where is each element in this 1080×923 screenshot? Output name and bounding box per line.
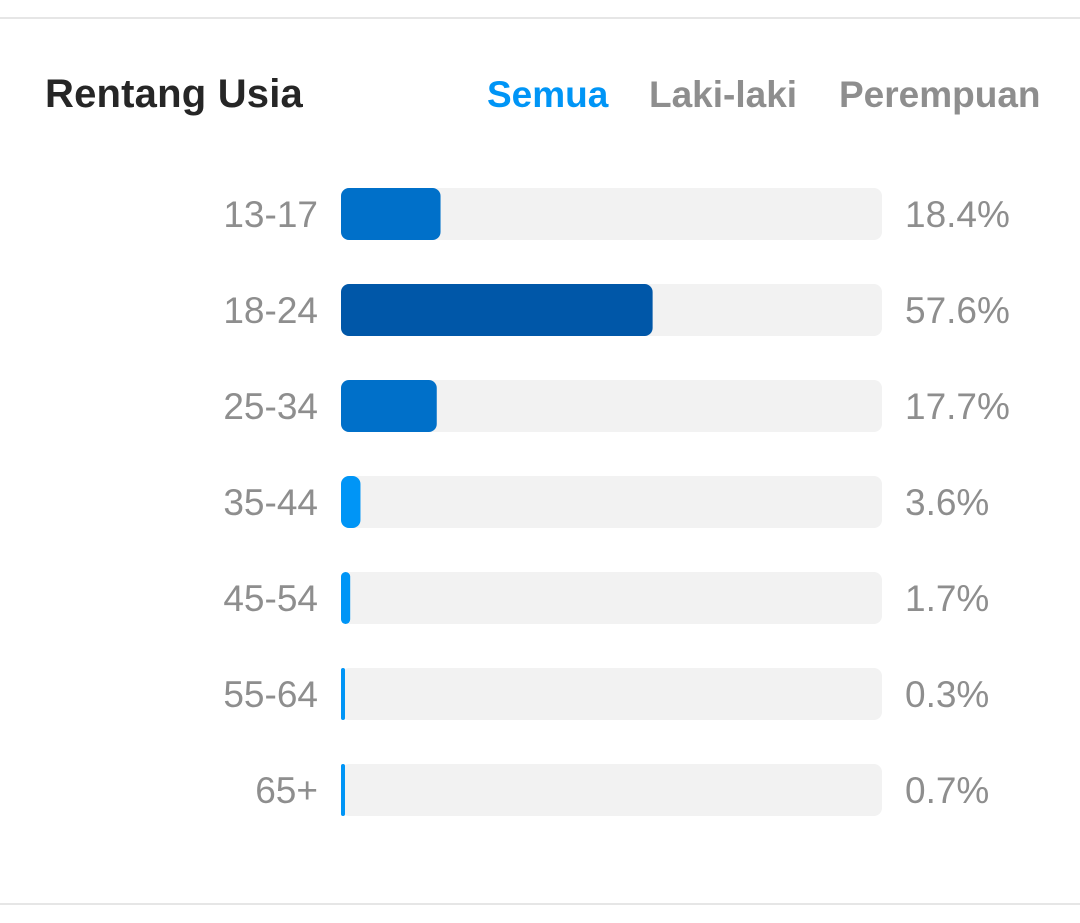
age-range-chart: 13-17 18.4% 18-24 57.6% 25-34 17.7% 35-44 3.6% 4… [223, 188, 1010, 816]
bar-row: 65+ 0.7% [255, 764, 989, 816]
value-label: 18.4% [905, 194, 1010, 235]
top-divider [0, 17, 1080, 19]
bar-row: 55-64 0.3% [223, 668, 989, 720]
bar-track [341, 764, 882, 816]
category-label: 55-64 [223, 674, 318, 715]
tab-female[interactable]: Perempuan [839, 74, 1041, 115]
bar-track [341, 668, 882, 720]
bar [341, 380, 437, 432]
category-label: 45-54 [223, 578, 318, 619]
section-title: Rentang Usia [45, 72, 304, 116]
tab-all[interactable]: Semua [487, 74, 609, 115]
bar [341, 764, 345, 816]
bar-track [341, 188, 882, 240]
bar-row: 18-24 57.6% [223, 284, 1010, 336]
value-label: 17.7% [905, 386, 1010, 427]
bar-track [341, 380, 882, 432]
category-label: 18-24 [223, 290, 318, 331]
bar-row: 13-17 18.4% [223, 188, 1010, 240]
bar-track [341, 572, 882, 624]
bar-row: 45-54 1.7% [223, 572, 989, 624]
bottom-divider [0, 903, 1080, 905]
bar [341, 572, 351, 624]
category-label: 13-17 [223, 194, 318, 235]
value-label: 57.6% [905, 290, 1010, 331]
bar [341, 188, 441, 240]
value-label: 3.6% [905, 482, 989, 523]
category-label: 65+ [255, 770, 318, 811]
bar [341, 668, 345, 720]
tab-male[interactable]: Laki-laki [649, 74, 798, 115]
bar-track [341, 476, 882, 528]
category-label: 35-44 [223, 482, 318, 523]
category-label: 25-34 [223, 386, 318, 427]
bar [341, 476, 361, 528]
bar [341, 284, 653, 336]
bar-row: 35-44 3.6% [223, 476, 989, 528]
value-label: 0.7% [905, 770, 989, 811]
value-label: 0.3% [905, 674, 989, 715]
age-range-header: Rentang Usia Semua Laki-laki Perempuan [0, 60, 1080, 130]
bar-row: 25-34 17.7% [223, 380, 1010, 432]
value-label: 1.7% [905, 578, 989, 619]
